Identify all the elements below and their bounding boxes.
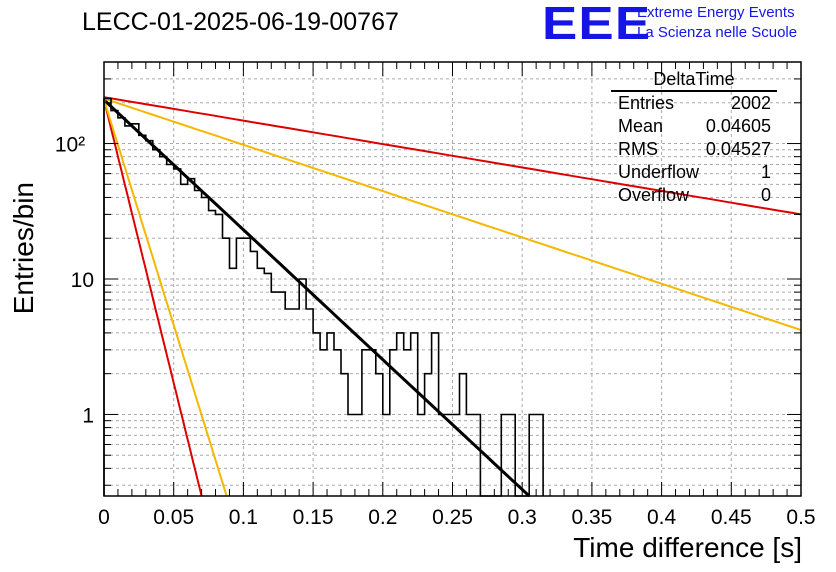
stats-label: Mean: [618, 116, 664, 136]
x-tick-label: 0.5: [786, 506, 815, 529]
chart-title: LECC-01-2025-06-19-00767: [82, 8, 399, 36]
stats-value: 1: [760, 162, 771, 182]
x-tick-label: 0.45: [711, 506, 752, 529]
stats-label: Overflow: [618, 185, 690, 205]
stats-value: 2002: [730, 93, 771, 113]
x-tick-label: 0.05: [153, 506, 194, 529]
x-tick-label: 0.15: [293, 506, 334, 529]
stats-value: 0.04527: [705, 139, 771, 159]
eee-logo: EEE: [542, 0, 652, 49]
stats-label: RMS: [618, 139, 658, 159]
y-axis-label: Entries/bin: [8, 182, 39, 315]
x-tick-label: 0.3: [508, 506, 537, 529]
x-tick-label: 0.1: [229, 506, 258, 529]
stats-title: DeltaTime: [611, 68, 777, 92]
stats-label: Entries: [618, 93, 675, 113]
x-tick-label: 0.35: [571, 506, 612, 529]
fit-curve: [103, 99, 203, 497]
histogram: [103, 97, 544, 497]
y-tick-label: 1: [82, 404, 94, 427]
fit-curve: [103, 97, 802, 331]
grid-lines: [104, 61, 801, 496]
x-tick-label: 0: [98, 506, 110, 529]
stats-box: DeltaTime Entries 2002 Mean 0.04605 RMS 0.0…: [611, 68, 777, 207]
stats-value: 0.04605: [705, 116, 771, 136]
stats-row: Underflow 1: [611, 161, 777, 184]
fit-curves: [102, 96, 802, 498]
axis-ticks: [103, 61, 802, 496]
tick-labels: 0 0.05 0.1 0.15 0.2 0.25 0.3 0.35 0.4 0.45 0.51101…: [55, 134, 816, 529]
stats-row: RMS 0.04527: [611, 138, 777, 161]
x-axis-label: Time difference [s]: [573, 532, 802, 563]
stats-label: Underflow: [618, 162, 700, 182]
logo-line-1: Extreme Energy Events: [637, 4, 795, 21]
histogram-outline: [103, 97, 544, 497]
x-tick-label: 0.4: [647, 506, 677, 529]
stats-row: Mean 0.04605: [611, 115, 777, 138]
stats-row: Overflow 0: [611, 184, 777, 207]
stats-value: 0: [760, 185, 771, 205]
fit-curve: [103, 99, 228, 497]
fit-curve: [103, 96, 802, 216]
x-tick-label: 0.2: [368, 506, 397, 529]
y-tick-label: 10: [71, 269, 94, 292]
y-tick-label: 10²: [55, 134, 85, 157]
fit-curve: [102, 98, 531, 498]
stats-row: Entries 2002: [611, 92, 777, 115]
x-tick-label: 0.25: [432, 506, 473, 529]
logo-line-2: La Scienza nelle Scuole: [637, 24, 798, 41]
